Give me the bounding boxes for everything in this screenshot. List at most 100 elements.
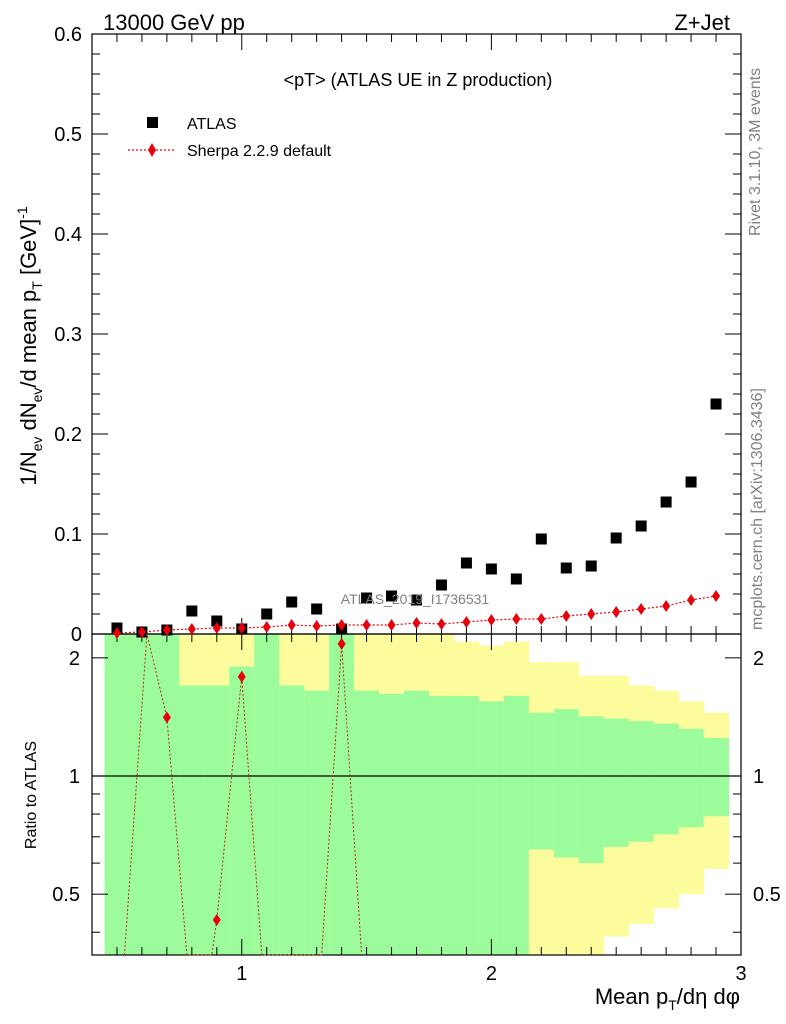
x-tick-label: 2 bbox=[486, 963, 497, 985]
atlas-data-point bbox=[485, 563, 497, 575]
svg-text:Mean pT/dη dφ: Mean pT/dη dφ bbox=[595, 984, 740, 1013]
sherpa-data-point bbox=[537, 613, 546, 625]
ratio-y-tick-label-left: 1 bbox=[69, 766, 80, 788]
ratio-inner-band-bin bbox=[304, 690, 330, 955]
ratio-uncertainty-bands bbox=[104, 634, 730, 955]
ratio-inner-band-bin bbox=[329, 634, 355, 955]
sherpa-data-point bbox=[512, 613, 521, 625]
x-tick-label: 3 bbox=[735, 963, 746, 985]
sherpa-data-point bbox=[712, 590, 721, 602]
ratio-y-tick-label-left: 2 bbox=[69, 648, 80, 670]
sherpa-data-point bbox=[462, 616, 471, 628]
ratio-inner-band-bin bbox=[653, 723, 680, 835]
x-axis-label: Mean pT/dη dφ bbox=[595, 984, 740, 1013]
sherpa-data-point bbox=[312, 620, 321, 632]
ratio-inner-band-bin bbox=[478, 701, 505, 955]
ratio-inner-band-bin bbox=[703, 737, 730, 817]
atlas-data-point bbox=[535, 533, 547, 545]
sherpa-data-point bbox=[437, 618, 446, 630]
atlas-data-point bbox=[286, 596, 298, 608]
header-left: 13000 GeV pp bbox=[103, 10, 245, 35]
legend: ATLAS Sherpa 2.2.9 default bbox=[128, 116, 332, 160]
ratio-inner-band-bin bbox=[254, 634, 280, 955]
ratio-inner-band-bin bbox=[578, 716, 605, 864]
y-axis-label: 1/Nev dNev/d mean pT [GeV]-1 bbox=[14, 206, 45, 486]
ratio-inner-band-bin bbox=[503, 695, 530, 955]
sherpa-data-point bbox=[362, 619, 371, 631]
atlas-data-point bbox=[186, 605, 198, 617]
atlas-data-point bbox=[386, 590, 398, 602]
atlas-data-point bbox=[435, 579, 447, 591]
ratio-inner-band-bin bbox=[453, 695, 480, 955]
legend-atlas-label: ATLAS bbox=[187, 116, 237, 133]
main-y-tick-label: 0.4 bbox=[54, 224, 82, 246]
sherpa-data-point bbox=[687, 594, 696, 606]
atlas-data-point bbox=[610, 532, 622, 544]
atlas-data-point bbox=[585, 560, 597, 572]
sherpa-data-point bbox=[412, 617, 421, 629]
ratio-y-tick-label-right: 0.5 bbox=[753, 884, 781, 906]
sherpa-data-point bbox=[562, 610, 571, 622]
x-tick-label: 1 bbox=[236, 963, 247, 985]
sherpa-ratio-line bbox=[123, 633, 363, 956]
atlas-data-point bbox=[685, 476, 697, 488]
ratio-inner-band-bin bbox=[204, 685, 230, 955]
sherpa-data-point bbox=[237, 622, 246, 634]
sherpa-data-point bbox=[187, 623, 196, 635]
sherpa-data-point bbox=[262, 621, 271, 633]
sherpa-ratio-point bbox=[212, 913, 221, 926]
atlas-data-point bbox=[211, 615, 223, 627]
sherpa-data-point bbox=[287, 619, 296, 631]
ratio-inner-band-bin bbox=[553, 709, 580, 858]
header-right: Z+Jet bbox=[674, 10, 730, 35]
sherpa-data-point bbox=[612, 606, 621, 618]
atlas-data-point bbox=[560, 562, 572, 574]
atlas-data-point bbox=[510, 573, 522, 585]
ratio-y-axis-label: Ratio to ATLAS bbox=[23, 741, 40, 849]
svg-text:1/Nev dNev/d mean pT [GeV]-1: 1/Nev dNev/d mean pT [GeV]-1 bbox=[14, 206, 45, 486]
legend-sherpa-label: Sherpa 2.2.9 default bbox=[187, 143, 332, 160]
main-y-tick-label: 0.6 bbox=[54, 24, 82, 46]
main-y-tick-label: 0 bbox=[71, 624, 82, 646]
sherpa-data-point bbox=[162, 624, 171, 636]
ratio-inner-band-bin bbox=[229, 666, 255, 955]
ratio-inner-band-bin bbox=[528, 712, 555, 850]
ratio-y-tick-label-left: 0.5 bbox=[52, 884, 80, 906]
sherpa-ratio-point bbox=[337, 637, 346, 650]
ratio-y-tick-label-right: 1 bbox=[753, 766, 764, 788]
ratio-inner-band-bin bbox=[404, 690, 430, 955]
sherpa-data-point bbox=[112, 627, 121, 639]
atlas-data-point bbox=[411, 594, 422, 606]
ratio-inner-band-bin bbox=[379, 693, 405, 955]
sherpa-data-point bbox=[337, 619, 346, 631]
mcplots-label: mcplots.cern.ch [arXiv:1306.3436] bbox=[749, 388, 766, 630]
atlas-data-point bbox=[710, 398, 722, 410]
sherpa-data-point bbox=[137, 626, 146, 638]
ratio-inner-band-bin bbox=[154, 634, 180, 955]
atlas-data-point bbox=[660, 496, 672, 508]
sherpa-data-point bbox=[662, 600, 671, 612]
sherpa-data-point bbox=[212, 622, 221, 634]
ratio-y-tick-label-right: 2 bbox=[753, 648, 764, 670]
plot-title: <pT> (ATLAS UE in Z production) bbox=[284, 70, 553, 90]
ratio-inner-band-bin bbox=[628, 721, 655, 842]
ratio-inner-band-bin bbox=[279, 685, 305, 955]
ratio-inner-band-bin bbox=[179, 685, 205, 955]
ratio-inner-band-bin bbox=[428, 695, 455, 955]
atlas-data-point bbox=[635, 520, 647, 532]
atlas-data-point bbox=[261, 608, 273, 620]
atlas-data-point bbox=[460, 557, 472, 569]
atlas-data-point bbox=[361, 592, 373, 604]
analysis-watermark: ATLAS_2019_I1736531 bbox=[341, 591, 490, 607]
main-y-tick-label: 0.1 bbox=[54, 524, 82, 546]
sherpa-ratio-point bbox=[237, 670, 246, 683]
ratio-inner-band-bin bbox=[603, 718, 630, 847]
ratio-inner-band-bin bbox=[678, 728, 705, 828]
ratio-inner-band-bin bbox=[104, 634, 130, 955]
sherpa-data-point bbox=[587, 608, 596, 620]
atlas-data-point bbox=[311, 603, 323, 615]
sherpa-data-point bbox=[637, 603, 646, 615]
sherpa-data-point bbox=[387, 619, 396, 631]
rivet-label: Rivet 3.1.10, 3M events bbox=[747, 68, 764, 236]
